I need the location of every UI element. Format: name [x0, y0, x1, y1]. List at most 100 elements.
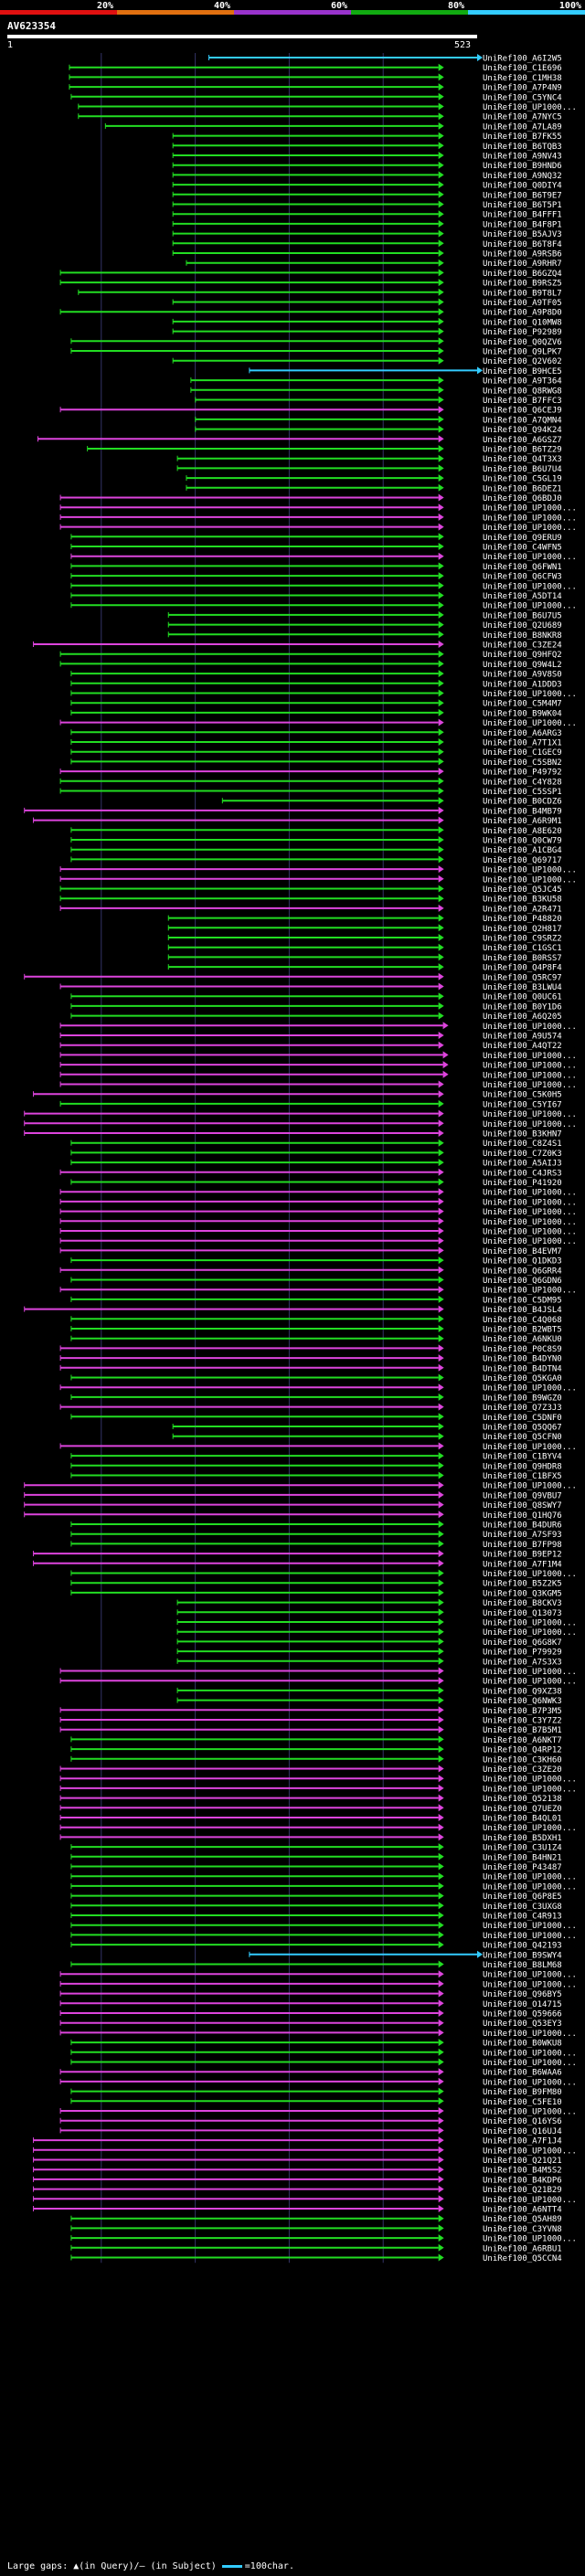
hit-label: UniRef100_C7Z0K3: [483, 1150, 562, 1159]
hit-end-arrow: [438, 1735, 444, 1744]
hit-end-arrow: [438, 92, 444, 101]
hit-label: UniRef100_C4R913: [483, 1913, 562, 1922]
hit-end-arrow: [438, 1432, 444, 1440]
hit-label: UniRef100_Q4P8F4: [483, 964, 562, 973]
hit-label: UniRef100_A6GSZ7: [483, 436, 562, 445]
hit-label: UniRef100_B5DXH1: [483, 1834, 562, 1843]
hit-end-arrow: [438, 356, 444, 365]
hit-label: UniRef100_B4DUR6: [483, 1521, 562, 1531]
hit-label: UniRef100_B7P3M5: [483, 1707, 562, 1716]
hit-label: UniRef100_Q7UEZ0: [483, 1805, 562, 1814]
hit-end-arrow: [438, 1286, 444, 1294]
hit-end-arrow: [442, 1022, 449, 1030]
hit-end-arrow: [438, 1657, 444, 1665]
hit-label: UniRef100_UP1000...: [483, 2030, 577, 2039]
hit-end-arrow: [438, 73, 444, 81]
hit-label: UniRef100_B9FM80: [483, 2088, 562, 2097]
hit-label: UniRef100_C4Q068: [483, 1316, 562, 1325]
hit-end-arrow: [438, 1159, 444, 1167]
hit-label: UniRef100_B0Y1D6: [483, 1002, 562, 1012]
hit-end-arrow: [438, 200, 444, 208]
hit-label: UniRef100_B5Z2K5: [483, 1580, 562, 1589]
hit-end-arrow: [438, 2019, 444, 2027]
hit-label: UniRef100_A7F1M4: [483, 1560, 562, 1569]
hit-label: UniRef100_A9U574: [483, 1033, 562, 1042]
hit-end-arrow: [438, 474, 444, 482]
hit-label: UniRef100_UP1000...: [483, 1628, 577, 1638]
hit-end-arrow: [438, 2048, 444, 2056]
hit-end-arrow: [438, 826, 444, 834]
hit-end-arrow: [438, 181, 444, 189]
hit-end-arrow: [438, 1168, 444, 1176]
hit-end-arrow: [438, 1569, 444, 1577]
hit-end-arrow: [438, 1892, 444, 1900]
hit-end-arrow: [438, 777, 444, 785]
hit-label: UniRef100_C5GL19: [483, 475, 562, 484]
hit-end-arrow: [438, 259, 444, 267]
hit-label: UniRef100_Q6GDN6: [483, 1277, 562, 1286]
hit-label: UniRef100_UP1000...: [483, 1443, 577, 1452]
hit-label: UniRef100_B2WBT5: [483, 1326, 562, 1335]
hit-label: UniRef100_Q69717: [483, 856, 562, 865]
hit-label: UniRef100_Q6NWK3: [483, 1697, 562, 1706]
hit-label: UniRef100_O14715: [483, 2000, 562, 2009]
hit-end-arrow: [438, 1139, 444, 1147]
hit-label: UniRef100_UP1000...: [483, 1120, 577, 1129]
hit-label: UniRef100_UP1000...: [483, 2196, 577, 2205]
hit-label: UniRef100_UP1000...: [483, 553, 577, 562]
hit-label: UniRef100_Q7Z3J3: [483, 1404, 562, 1413]
hit-end-arrow: [438, 1677, 444, 1685]
hit-label: UniRef100_B7B5M1: [483, 1726, 562, 1735]
hit-label: UniRef100_UP1000...: [483, 1237, 577, 1246]
hit-end-arrow: [438, 1188, 444, 1196]
hit-label: UniRef100_UP1000...: [483, 1482, 577, 1491]
hit-label: UniRef100_A6ARG3: [483, 729, 562, 738]
hit-label: UniRef100_A1DDD3: [483, 680, 562, 689]
hit-label: UniRef100_B6T9E7: [483, 191, 562, 200]
hit-end-arrow: [438, 963, 444, 971]
hit-end-arrow: [438, 1471, 444, 1479]
hit-label: UniRef100_Q5KGA0: [483, 1374, 562, 1383]
hit-label: UniRef100_UP1000...: [483, 602, 577, 611]
hit-end-arrow: [438, 2126, 444, 2135]
hit-end-arrow: [438, 689, 444, 697]
hit-end-arrow: [438, 2058, 444, 2066]
hit-end-arrow: [438, 1540, 444, 1548]
hit-label: UniRef100_Q6BDJ0: [483, 494, 562, 504]
hit-end-arrow: [438, 895, 444, 903]
hit-label: UniRef100_Q8RWG8: [483, 387, 562, 396]
hit-label: UniRef100_UP1000...: [483, 690, 577, 699]
hit-end-arrow: [438, 562, 444, 570]
hit-end-arrow: [438, 1989, 444, 1998]
query-end: 523: [454, 40, 472, 50]
identity-scale-segment: [351, 10, 468, 15]
hit-end-arrow: [438, 396, 444, 404]
hit-label: UniRef100_B6TQB3: [483, 143, 562, 152]
hit-end-arrow: [438, 1178, 444, 1186]
hit-label: UniRef100_A9T364: [483, 377, 562, 387]
hit-label: UniRef100_A2R471: [483, 905, 562, 914]
hit-label: UniRef100_C3KH60: [483, 1755, 562, 1765]
hit-end-arrow: [438, 1080, 444, 1088]
hit-label: UniRef100_C3ZE20: [483, 1765, 562, 1775]
hit-label: UniRef100_B6GZQ4: [483, 270, 562, 279]
hit-label: UniRef100_UP1000...: [483, 1619, 577, 1628]
hit-end-arrow: [438, 63, 444, 71]
hit-label: UniRef100_C3YVN8: [483, 2225, 562, 2234]
hit-label: UniRef100_A9P8D0: [483, 309, 562, 318]
hit-label: UniRef100_B4EVM7: [483, 1247, 562, 1256]
hit-label: UniRef100_A1CBG4: [483, 846, 562, 855]
hit-end-arrow: [438, 210, 444, 218]
hit-label: UniRef100_B9WK04: [483, 709, 562, 718]
hit-end-arrow: [438, 504, 444, 512]
hit-label: UniRef100_C5FE10: [483, 2098, 562, 2107]
hit-end-arrow: [438, 1363, 444, 1372]
hit-end-arrow: [438, 1579, 444, 1587]
hit-end-arrow: [438, 1521, 444, 1528]
hit-end-arrow: [438, 1344, 444, 1352]
hit-label: UniRef100_A7NYC5: [483, 113, 562, 122]
hit-label: UniRef100_B7FP98: [483, 1541, 562, 1550]
hit-label: UniRef100_A7F1J4: [483, 2137, 562, 2147]
hit-end-arrow: [438, 288, 444, 296]
hit-label: UniRef100_B6T8F4: [483, 240, 562, 249]
